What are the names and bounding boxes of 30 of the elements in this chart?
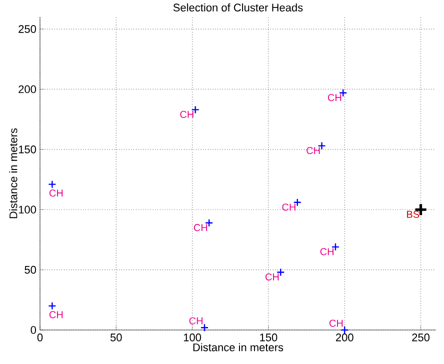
data-label: CH [282, 204, 296, 211]
data-label: CH [49, 311, 63, 318]
y-tick-label: 0 [30, 326, 36, 334]
x-tick-label: 50 [110, 334, 122, 342]
data-label: CH [320, 248, 334, 256]
point [200, 323, 209, 332]
point [48, 180, 56, 188]
x-axis-title: Distance in meters [193, 343, 284, 352]
x-tick-label: 100 [184, 334, 202, 342]
y-tick-label: 150 [18, 146, 36, 154]
data-label: CH [306, 147, 320, 154]
data-label: CH [194, 224, 208, 232]
point [48, 302, 56, 310]
data-label: CH [329, 320, 343, 327]
y-axis-title: Distance in meters [9, 128, 18, 218]
data-label: CH [189, 317, 202, 324]
y-tick-label: 200 [18, 85, 36, 94]
y-tick-label: 250 [18, 25, 36, 33]
x-tick-label: 0 [37, 334, 43, 342]
y-tick-label: 100 [18, 206, 36, 214]
chart-title: Selection of Cluster Heads [173, 3, 303, 12]
y-tick-label: 50 [24, 266, 36, 274]
data-label: CH [328, 94, 342, 102]
data-label: BS [407, 210, 420, 218]
x-tick-label: 200 [336, 334, 354, 342]
data-label: CH [49, 190, 63, 197]
data-label: CH [180, 110, 194, 118]
data-label: CH [266, 273, 279, 280]
x-tick-label: 250 [412, 334, 430, 342]
x-tick-label: 150 [260, 334, 278, 342]
